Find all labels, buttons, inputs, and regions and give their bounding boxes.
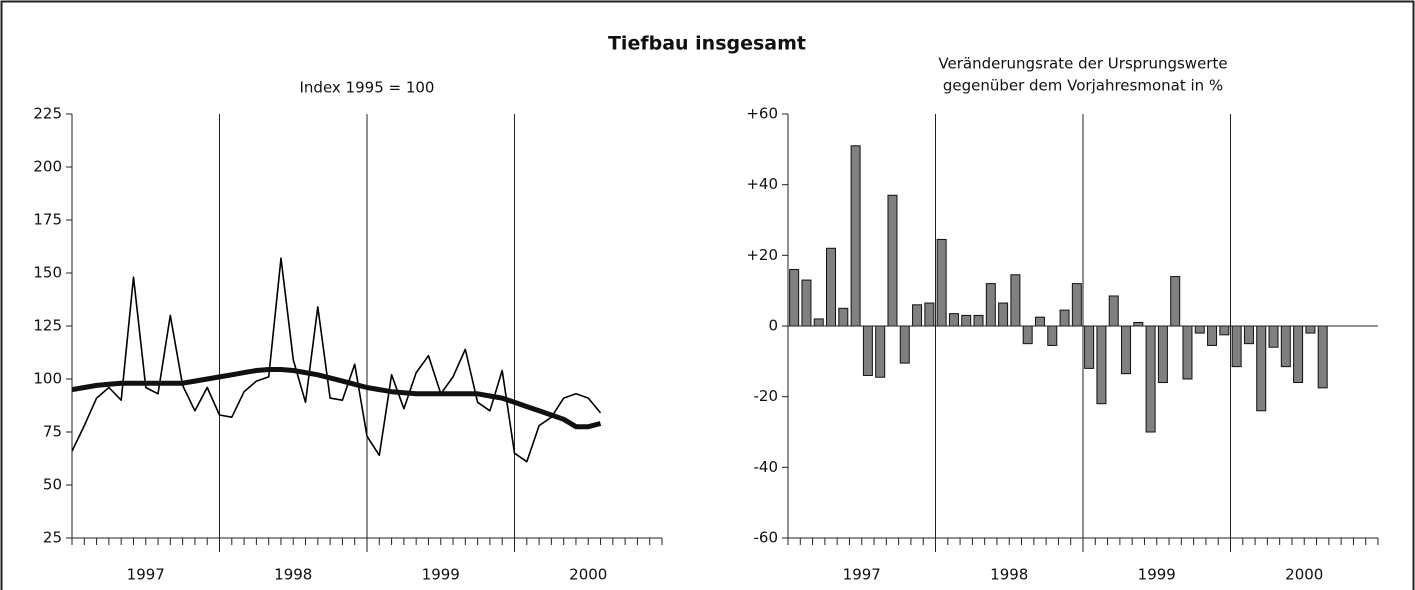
- bar: [961, 314, 972, 327]
- y-tick-label: -60: [754, 529, 779, 547]
- x-group-label: 1999: [422, 566, 460, 584]
- index-line: [71, 257, 602, 463]
- y-tick-label: -20: [754, 387, 779, 405]
- y-tick-label: 0: [768, 317, 778, 335]
- x-group-label: 2000: [569, 566, 607, 584]
- x-group-label: 1998: [990, 566, 1028, 584]
- y-tick-label: 50: [43, 476, 62, 494]
- bar: [1010, 274, 1021, 327]
- y-tick-label: 150: [33, 264, 62, 282]
- bar: [1317, 325, 1328, 389]
- bar: [1047, 325, 1058, 346]
- page-title: Tiefbau insgesamt: [608, 33, 806, 55]
- chart-title: Veränderungsrate der Ursprungswerte: [938, 55, 1227, 73]
- bar: [1145, 325, 1156, 433]
- bar: [912, 304, 923, 327]
- x-group-label: 1999: [1138, 566, 1176, 584]
- bar: [1219, 325, 1230, 336]
- bar: [1108, 295, 1119, 327]
- bar: [899, 325, 910, 364]
- bar: [1207, 325, 1218, 346]
- x-group-label: 2000: [1285, 566, 1323, 584]
- bar: [1034, 316, 1045, 327]
- bar: [1280, 325, 1291, 368]
- y-tick-label: 125: [33, 317, 62, 335]
- bar: [973, 314, 984, 327]
- bar: [1022, 325, 1033, 345]
- bar: [1170, 276, 1181, 327]
- y-tick-label: -40: [754, 458, 779, 476]
- bar: [801, 279, 812, 327]
- bar: [1268, 325, 1279, 348]
- bar: [1096, 325, 1107, 405]
- y-tick-label: 225: [33, 105, 62, 123]
- y-tick-label: 100: [33, 370, 62, 388]
- bar: [1243, 325, 1254, 345]
- y-tick-label: 25: [43, 529, 62, 547]
- y-tick-label: +60: [746, 105, 778, 123]
- y-tick-label: +20: [746, 246, 778, 264]
- x-group-label: 1997: [843, 566, 881, 584]
- x-group-label: 1997: [127, 566, 165, 584]
- bar: [985, 283, 996, 327]
- y-tick-label: 75: [43, 423, 62, 441]
- bar: [948, 313, 959, 327]
- bar: [862, 325, 873, 376]
- bar: [1133, 321, 1144, 327]
- bar: [1305, 325, 1316, 334]
- bar: [813, 318, 824, 327]
- bar: [1256, 325, 1267, 412]
- bar: [1121, 325, 1132, 375]
- bar: [924, 302, 935, 327]
- chart-title: Index 1995 = 100: [300, 79, 435, 97]
- bar: [850, 145, 861, 327]
- bar: [789, 268, 800, 327]
- trend-line: [71, 367, 602, 430]
- chart-title: gegenüber dem Vorjahresmonat in %: [943, 77, 1223, 95]
- bar: [1231, 325, 1242, 368]
- bar: [998, 302, 1009, 327]
- bar: [1084, 325, 1095, 369]
- bar: [1059, 309, 1070, 327]
- y-tick-label: 175: [33, 211, 62, 229]
- bar: [1194, 325, 1205, 334]
- y-tick-label: +40: [746, 175, 778, 193]
- bar: [826, 247, 837, 327]
- bar: [1157, 325, 1168, 384]
- x-group-label: 1998: [274, 566, 312, 584]
- y-tick-label: 200: [33, 158, 62, 176]
- bar: [1071, 283, 1082, 327]
- bar: [1293, 325, 1304, 384]
- bar: [887, 194, 898, 327]
- bar: [875, 325, 886, 378]
- bar: [838, 307, 849, 327]
- bar: [936, 238, 947, 327]
- bar: [1182, 325, 1193, 380]
